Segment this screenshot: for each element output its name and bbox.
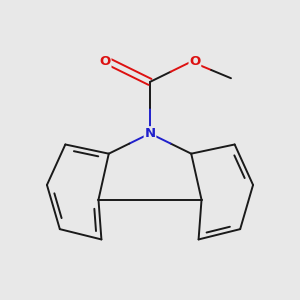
Text: O: O: [189, 55, 200, 68]
Text: O: O: [100, 55, 111, 68]
Text: N: N: [144, 127, 156, 140]
